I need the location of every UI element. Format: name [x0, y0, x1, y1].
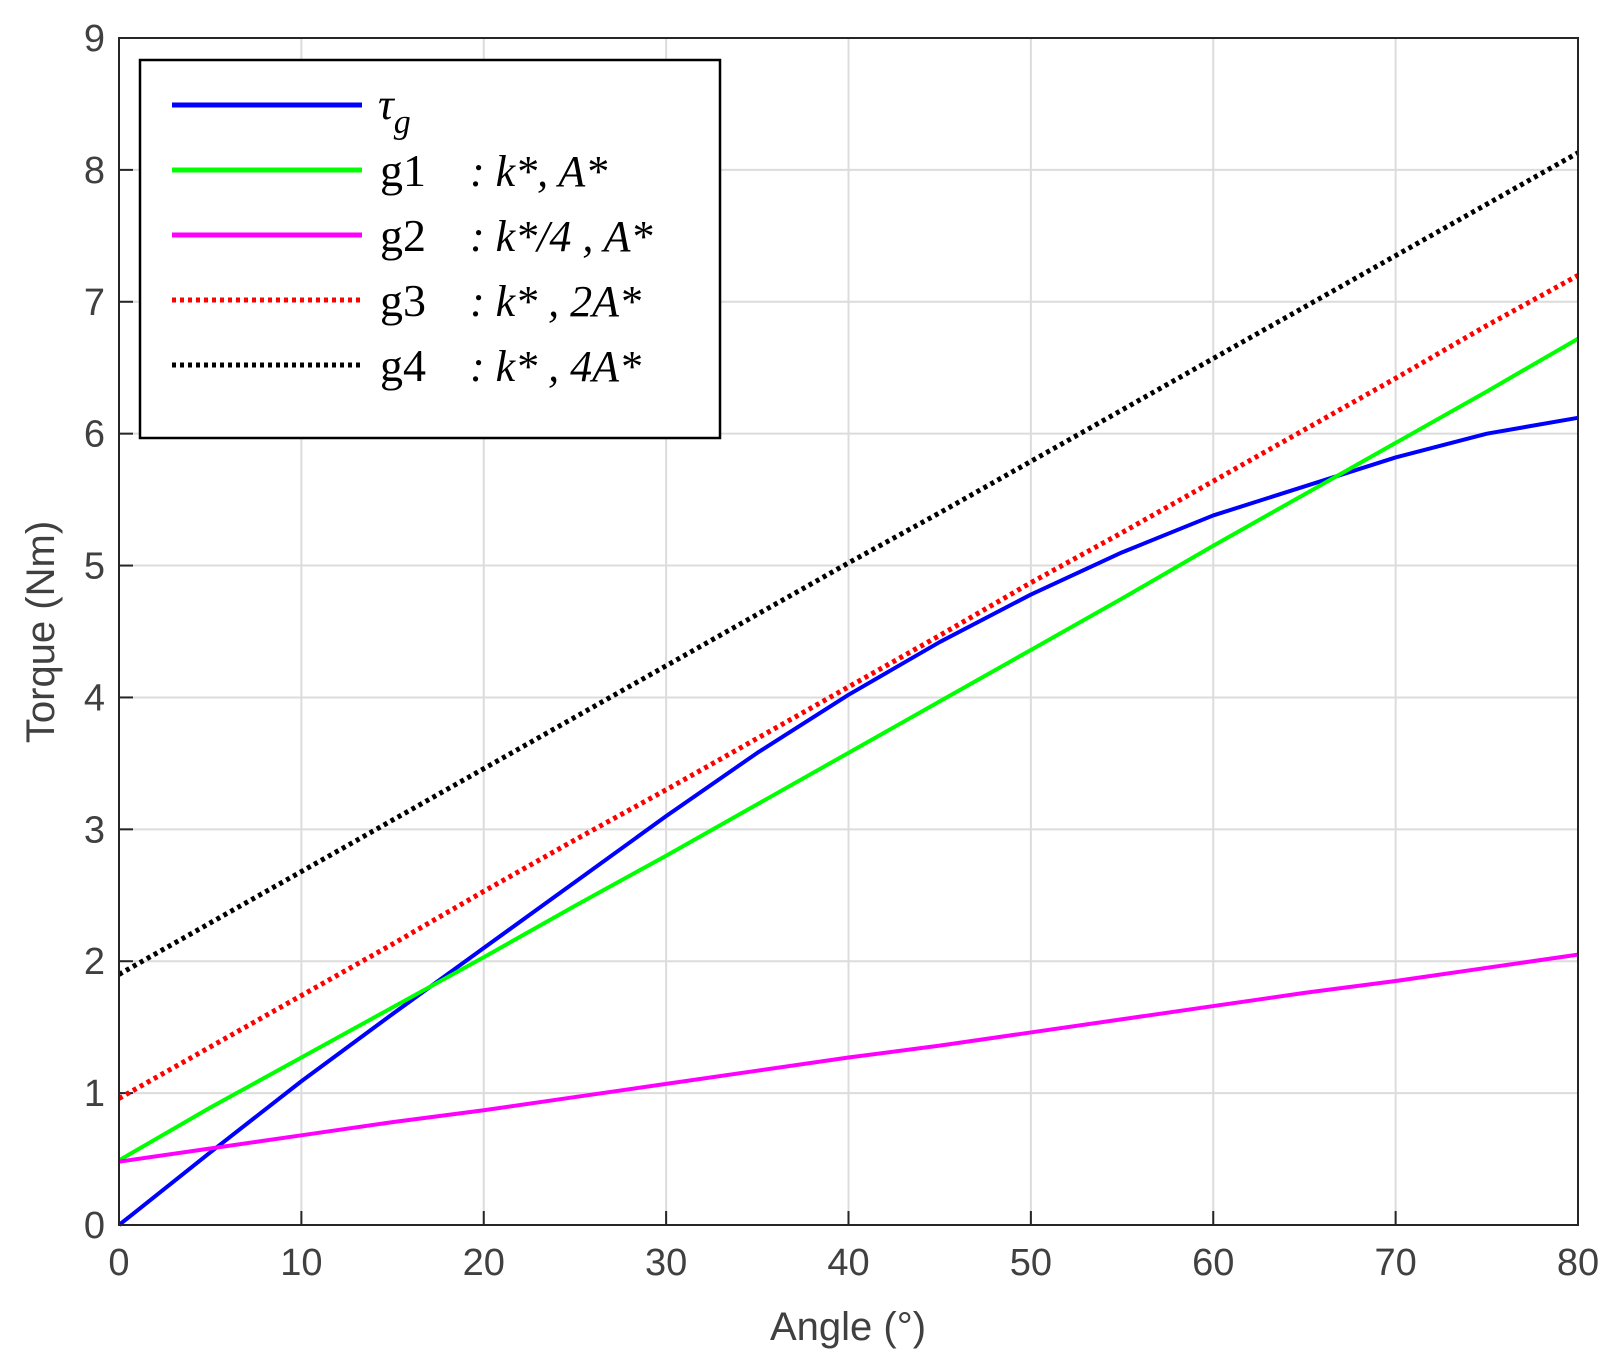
x-tick-label: 50 [1010, 1242, 1052, 1284]
y-tick-label: 9 [84, 18, 105, 60]
legend-label-main: τ [378, 80, 396, 129]
legend-desc: : k*, A* [470, 147, 607, 196]
x-tick-label: 40 [827, 1242, 869, 1284]
legend-label: g1 [380, 145, 426, 196]
x-tick-label: 20 [463, 1242, 505, 1284]
legend-label-subscript: g [394, 104, 411, 141]
legend-label: g3 [380, 275, 426, 326]
y-tick-label: 8 [84, 150, 105, 192]
y-tick-label: 4 [84, 677, 105, 719]
series-line-g3 [117, 273, 1580, 1101]
series-line-g4 [117, 150, 1580, 977]
legend-label: g4 [380, 340, 426, 391]
y-tick-label: 0 [84, 1205, 105, 1247]
x-tick-label: 60 [1192, 1242, 1234, 1284]
x-tick-label: 0 [108, 1242, 129, 1284]
y-tick-label: 6 [84, 414, 105, 456]
x-axis-title: Angle (°) [770, 1305, 926, 1349]
legend-label: g2 [380, 210, 426, 261]
y-tick-label: 7 [84, 282, 105, 324]
series-line-g2 [118, 952, 1579, 1164]
x-tick-label: 80 [1557, 1242, 1599, 1284]
plot-frame [118, 37, 1579, 1226]
y-axis-title: Torque (Nm) [19, 521, 63, 743]
y-tick-label: 3 [84, 809, 105, 851]
x-tick-labels: 0 10 20 30 40 50 60 70 80 [108, 1242, 1599, 1284]
y-tick-label: 1 [84, 1073, 105, 1115]
series-line-g1 [117, 336, 1580, 1163]
legend-desc: : k*/4 , A* [470, 212, 653, 261]
x-tick-label: 30 [645, 1242, 687, 1284]
legend-box [138, 58, 722, 440]
y-tick-label: 2 [84, 941, 105, 983]
y-tick-labels: 0 1 2 3 4 5 6 7 8 9 [84, 18, 105, 1247]
x-tick-label: 70 [1374, 1242, 1416, 1284]
x-tick-label: 10 [280, 1242, 322, 1284]
legend-desc: : k* , 2A* [470, 277, 641, 326]
y-tick-label: 5 [84, 546, 105, 588]
legend-desc: : k* , 4A* [470, 342, 641, 391]
series-layer [117, 150, 1580, 1227]
legend-label: τg [378, 80, 411, 141]
